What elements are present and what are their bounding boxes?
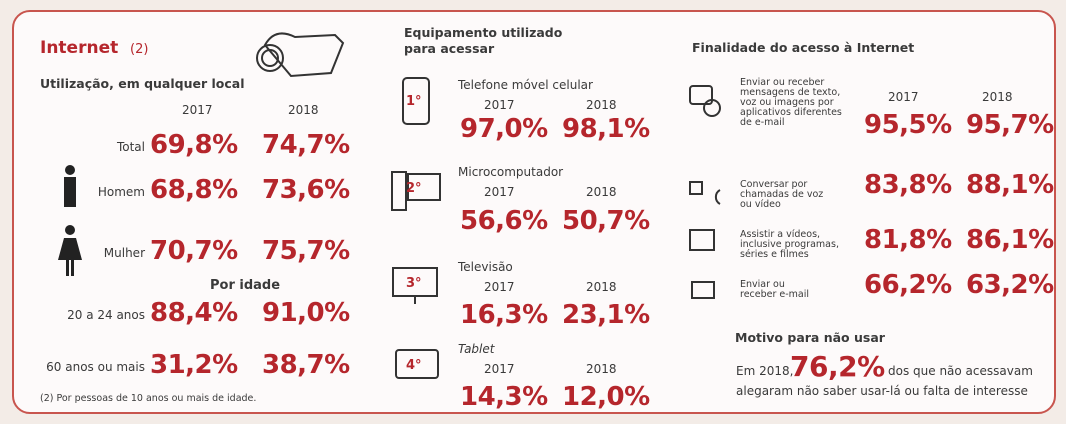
value-2017: 14,3% xyxy=(460,382,548,412)
row-label: 60 anos ou mais xyxy=(46,360,145,374)
value-2017: 81,8% xyxy=(864,225,952,255)
purpose-line: ou vídeo xyxy=(740,199,781,210)
year: 2017 xyxy=(484,280,515,294)
device-label: Microcomputador xyxy=(458,165,564,179)
value-2018: 63,2% xyxy=(966,270,1054,300)
reason-title: Motivo para não usar xyxy=(735,330,885,345)
purpose-line: aplicativos diferentes xyxy=(740,107,842,118)
year: 2018 xyxy=(586,185,617,199)
purpose-line: chamadas de voz xyxy=(740,189,824,200)
year: 2017 xyxy=(182,103,213,117)
year: 2018 xyxy=(586,280,617,294)
note-ref: (2) xyxy=(130,42,149,57)
value-2018: 75,7% xyxy=(262,236,350,266)
year: 2018 xyxy=(586,98,617,112)
rank: 1° xyxy=(406,94,422,109)
value-2017: 66,2% xyxy=(864,270,952,300)
infographic-card xyxy=(12,10,1056,414)
year: 2017 xyxy=(484,185,515,199)
value-2018: 74,7% xyxy=(262,130,350,160)
purpose-line: séries e filmes xyxy=(740,249,809,260)
row-label: Mulher xyxy=(103,246,145,260)
subtitle: Utilização, em qualquer local xyxy=(40,76,245,91)
reason-text: Em 2018, xyxy=(736,364,794,378)
year: 2017 xyxy=(484,362,515,376)
value-2018: 88,1% xyxy=(966,170,1054,200)
value-2018: 50,7% xyxy=(562,206,650,236)
value-2018: 23,1% xyxy=(562,300,650,330)
purpose-line: Conversar por xyxy=(740,179,808,190)
age-title: Por idade xyxy=(210,278,281,293)
value-2017: 70,7% xyxy=(150,236,238,266)
purpose-line: de e-mail xyxy=(740,117,785,128)
value-2017: 31,2% xyxy=(150,350,238,380)
row-label: 20 a 24 anos xyxy=(67,308,145,322)
year: 2018 xyxy=(288,103,319,117)
value-2018: 86,1% xyxy=(966,225,1054,255)
purpose-line: Assistir a vídeos, xyxy=(740,229,821,240)
value-2017: 68,8% xyxy=(150,175,238,205)
section-title: Equipamento utilizado xyxy=(404,25,563,40)
year: 2018 xyxy=(982,90,1013,104)
section-title: Finalidade do acesso à Internet xyxy=(692,40,915,55)
value-2018: 98,1% xyxy=(562,114,650,144)
value-2018: 38,7% xyxy=(262,350,350,380)
row-label: Homem xyxy=(97,185,145,199)
year: 2018 xyxy=(586,362,617,376)
value-2017: 16,3% xyxy=(460,300,548,330)
year: 2017 xyxy=(484,98,515,112)
device-label: Telefone móvel celular xyxy=(458,78,593,92)
device-label: Televisão xyxy=(458,260,513,274)
section-title: para acessar xyxy=(404,41,495,56)
value-2017: 88,4% xyxy=(150,298,238,328)
value-2017: 83,8% xyxy=(864,170,952,200)
value-2018: 91,0% xyxy=(262,298,350,328)
section-title: Internet xyxy=(40,38,119,58)
purpose-line: inclusive programas, xyxy=(740,239,839,250)
value-2017: 97,0% xyxy=(460,114,548,144)
value-2018: 95,7% xyxy=(966,110,1054,140)
value-2018: 12,0% xyxy=(562,382,650,412)
purpose-line: Enviar ou receber xyxy=(740,77,825,88)
purpose-line: voz ou imagens por xyxy=(740,97,834,108)
reason-text: alegaram não saber usar-lá ou falta de i… xyxy=(736,384,1028,398)
row-label: Total xyxy=(116,140,145,154)
device-label: Tablet xyxy=(458,342,495,356)
rank: 4° xyxy=(406,358,422,373)
value-2017: 56,6% xyxy=(460,206,548,236)
reason-value: 76,2% xyxy=(790,350,885,383)
purpose-line: Enviar ou xyxy=(740,279,785,290)
reason-text: dos que não acessavam xyxy=(888,364,1033,378)
value-2018: 73,6% xyxy=(262,175,350,205)
rank: 2° xyxy=(406,181,422,196)
footnote: (2) Por pessoas de 10 anos ou mais de id… xyxy=(40,393,257,404)
rank: 3° xyxy=(406,276,422,291)
purpose-line: receber e-mail xyxy=(740,289,810,300)
value-2017: 69,8% xyxy=(150,130,238,160)
value-2017: 95,5% xyxy=(864,110,952,140)
purpose-line: mensagens de texto, xyxy=(740,87,841,98)
year: 2017 xyxy=(888,90,919,104)
